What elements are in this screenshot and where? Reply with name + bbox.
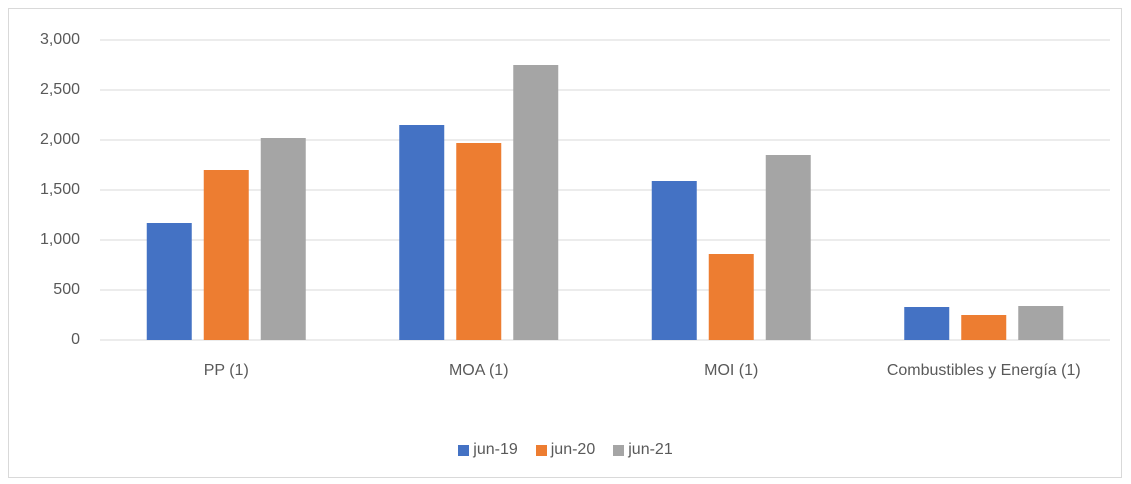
y-tick-label: 0	[71, 331, 80, 348]
bar	[456, 143, 502, 340]
x-tick-label: PP (1)	[203, 362, 249, 379]
legend-item: jun-21	[613, 441, 673, 459]
bar	[904, 307, 950, 340]
y-tick-label: 2,500	[40, 81, 80, 98]
legend-label: jun-19	[473, 441, 518, 458]
x-tick-label: MOA (1)	[448, 362, 509, 379]
chart-frame	[8, 8, 1122, 478]
bar	[651, 181, 697, 340]
bar	[399, 125, 445, 340]
x-tick-label: Combustibles y Energía (1)	[886, 362, 1081, 379]
legend-item: jun-19	[458, 441, 518, 459]
bar	[1018, 306, 1064, 340]
bar	[765, 155, 811, 340]
y-tick-label: 3,000	[40, 31, 80, 48]
y-tick-label: 1,500	[40, 181, 80, 198]
y-tick-label: 2,000	[40, 131, 80, 148]
y-tick-label: 500	[53, 281, 80, 298]
bar	[146, 223, 192, 340]
legend-swatch	[535, 444, 547, 456]
x-tick-label: MOI (1)	[704, 362, 759, 379]
bar	[961, 315, 1007, 340]
legend-swatch	[458, 444, 470, 456]
legend: jun-19 jun-20 jun-21	[0, 441, 1131, 459]
bar	[708, 254, 754, 340]
bar	[203, 170, 249, 340]
legend-swatch	[613, 444, 625, 456]
legend-item: jun-20	[535, 441, 596, 459]
bar	[513, 65, 559, 340]
y-tick-label: 1,000	[40, 231, 80, 248]
bar	[260, 138, 306, 340]
legend-label: jun-20	[550, 441, 596, 458]
legend-label: jun-21	[628, 441, 673, 458]
